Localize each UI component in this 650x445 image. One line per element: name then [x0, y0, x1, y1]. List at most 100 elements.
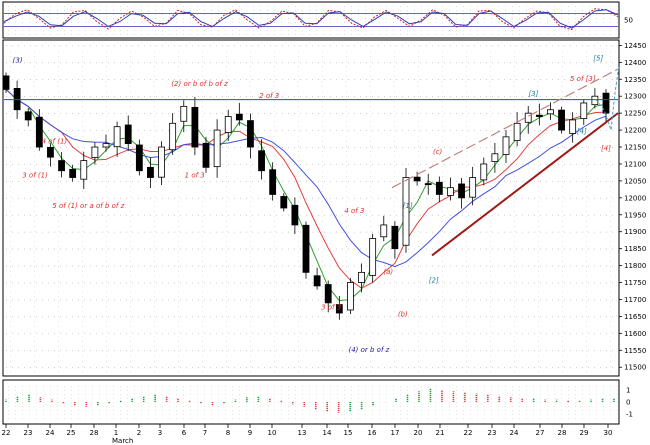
grid-dot: [34, 151, 35, 152]
grid-dot: [50, 18, 51, 19]
grid-dot: [394, 61, 395, 62]
grid-dot: [58, 316, 59, 317]
grid-dot: [394, 291, 395, 292]
grid-dot: [298, 371, 299, 372]
grid-dot: [60, 333, 61, 335]
grid-dot: [606, 163, 607, 165]
grid-dot: [348, 214, 349, 216]
grid-dot: [442, 301, 443, 302]
grid-dot: [492, 79, 493, 81]
grid-dot: [466, 101, 467, 102]
grid-dot: [294, 316, 295, 318]
grid-dot: [538, 46, 539, 47]
grid-dot: [322, 316, 323, 317]
grid-dot: [60, 197, 61, 199]
grid-dot: [202, 331, 203, 332]
grid-dot: [36, 398, 37, 399]
grid-dot: [456, 197, 457, 199]
grid-dot: [306, 163, 307, 165]
grid-dot: [34, 146, 35, 147]
grid-dot: [176, 30, 177, 31]
grid-dot: [162, 350, 163, 352]
grid-dot: [226, 221, 227, 222]
grid-dot: [444, 130, 445, 131]
grid-dot: [239, 418, 240, 419]
grid-dot: [10, 146, 11, 147]
grid-dot: [178, 91, 179, 92]
grid-dot: [211, 414, 212, 415]
grid-dot: [50, 414, 51, 415]
grid-dot: [336, 299, 337, 301]
grid-dot: [216, 79, 217, 81]
grid-dot: [538, 216, 539, 217]
grid-dot: [154, 316, 155, 317]
grid-dot: [106, 414, 107, 415]
grid-dot: [386, 22, 387, 23]
grid-dot: [288, 30, 289, 31]
grid-dot: [202, 111, 203, 112]
grid-dot: [239, 410, 240, 411]
grid-dot: [534, 231, 535, 233]
grid-dot: [130, 71, 131, 72]
grid-dot: [337, 18, 338, 19]
grid-dot: [202, 91, 203, 92]
grid-dot: [442, 116, 443, 117]
grid-dot: [58, 241, 59, 242]
grid-dot: [84, 180, 85, 182]
grid-dot: [552, 180, 553, 182]
grid-dot: [12, 163, 13, 165]
grid-dot: [562, 56, 563, 57]
grid-dot: [370, 336, 371, 337]
grid-dot: [322, 46, 323, 47]
grid-dot: [82, 356, 83, 357]
grid-dot: [22, 22, 23, 23]
grid-dot: [438, 299, 439, 301]
grid-dot: [34, 101, 35, 102]
grid-dot: [562, 206, 563, 207]
grid-dot: [426, 333, 427, 335]
grid-dot: [126, 231, 127, 233]
grid-dot: [130, 351, 131, 352]
grid-dot: [428, 34, 429, 35]
grid-dot: [58, 71, 59, 72]
grid-dot: [570, 113, 571, 114]
grid-dot: [240, 282, 241, 284]
grid-dot: [66, 316, 67, 318]
grid-dot: [516, 147, 517, 148]
grid-dot: [514, 261, 515, 262]
grid-dot: [60, 45, 61, 47]
grid-dot: [342, 265, 343, 267]
grid-dot: [546, 231, 547, 233]
grid-dot: [113, 6, 114, 7]
grid-dot: [306, 62, 307, 64]
grid-dot: [370, 46, 371, 47]
grid-dot: [34, 296, 35, 297]
grid-dot: [324, 163, 325, 165]
grid-dot: [394, 56, 395, 57]
grid-dot: [226, 371, 227, 372]
grid-dot: [274, 91, 275, 92]
grid-dot: [186, 197, 187, 199]
grid-dot: [420, 282, 421, 284]
grid-dot: [418, 166, 419, 167]
grid-dot: [554, 14, 555, 15]
grid-dot: [351, 6, 352, 7]
grid-dot: [57, 30, 58, 31]
price-tick-label: 11900: [624, 228, 646, 236]
grid-dot: [274, 206, 275, 207]
grid-dot: [204, 214, 205, 216]
grid-dot: [442, 6, 443, 7]
grid-dot: [226, 311, 227, 312]
grid-dot: [474, 231, 475, 233]
grid-dot: [414, 231, 415, 233]
grid-dot: [586, 151, 587, 152]
grid-dot: [414, 248, 415, 250]
grid-dot: [384, 265, 385, 267]
grid-dot: [24, 113, 25, 114]
grid-dot: [466, 81, 467, 82]
grid-dot: [474, 163, 475, 165]
grid-dot: [174, 367, 175, 369]
grid-dot: [180, 45, 181, 47]
grid-dot: [264, 147, 265, 148]
grid-dot: [114, 113, 115, 114]
